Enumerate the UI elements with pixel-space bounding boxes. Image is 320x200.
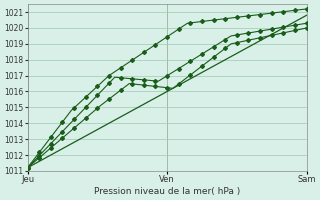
X-axis label: Pression niveau de la mer( hPa ): Pression niveau de la mer( hPa ) bbox=[94, 187, 240, 196]
